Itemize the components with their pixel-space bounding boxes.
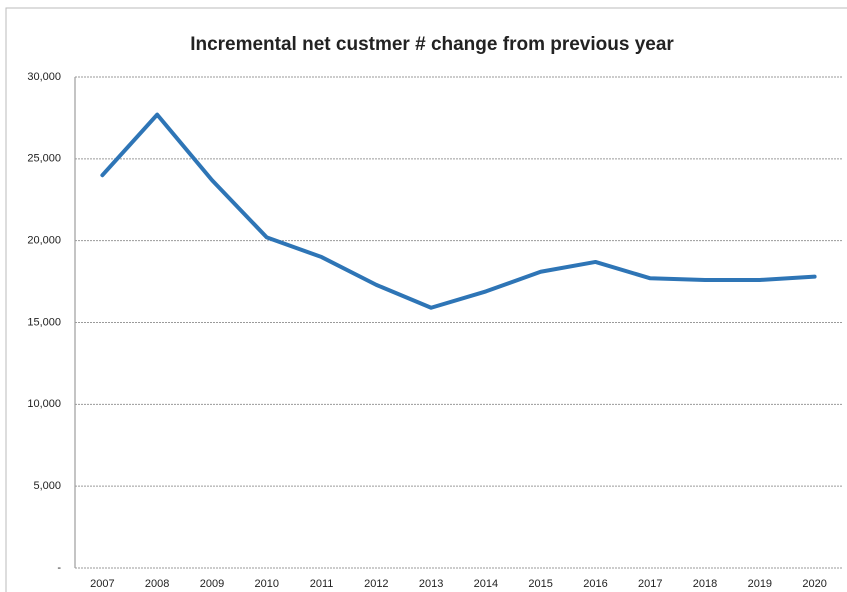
x-tick-label: 2020 [802,578,826,590]
x-tick-label: 2012 [364,578,388,590]
x-tick-label: 2018 [693,578,717,590]
x-tick-label: 2008 [145,578,169,590]
x-tick-label: 2016 [583,578,607,590]
y-tick-label: 5,000 [33,480,61,492]
x-tick-label: 2009 [200,578,224,590]
y-tick-label: - [57,562,61,574]
x-tick-label: 2013 [419,578,443,590]
y-tick-label: 20,000 [27,235,61,247]
x-tick-label: 2017 [638,578,662,590]
x-tick-label: 2007 [90,578,114,590]
y-tick-label: 30,000 [27,71,61,83]
line-series [100,112,817,310]
x-tick-label: 2015 [528,578,552,590]
x-tick-label: 2014 [474,578,498,590]
chart-frame [5,7,847,592]
y-tick-label: 10,000 [27,398,61,410]
x-tick-label: 2011 [310,578,334,590]
y-tick-label: 25,000 [27,153,61,165]
x-tick-label: 2010 [255,578,279,590]
chart-title: Incremental net custmer # change from pr… [190,34,674,55]
x-tick-label: 2019 [748,578,772,590]
y-tick-label: 15,000 [27,316,61,328]
